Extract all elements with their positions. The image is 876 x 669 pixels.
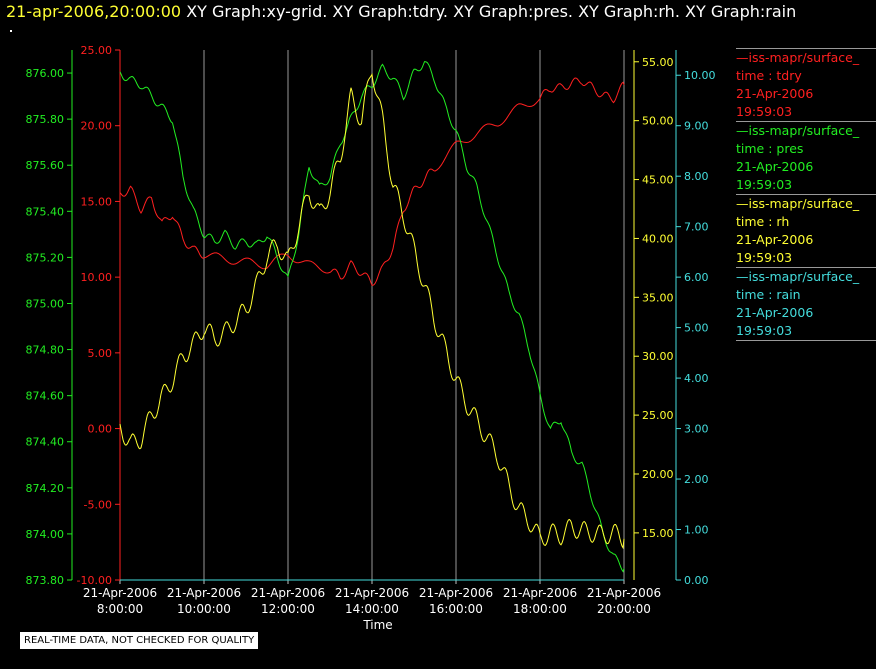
legend-entry-rh: —iss-mapr/surface_ time : rh 21-Apr-2006…: [736, 194, 876, 267]
pres-axis-tick-label: 874.00: [26, 528, 65, 541]
x-tick-label-time: 16:00:00: [429, 602, 483, 616]
pres-axis-tick-label: 873.80: [26, 574, 65, 587]
title-graphs: XY Graph:xy-grid. XY Graph:tdry. XY Grap…: [186, 2, 797, 21]
legend-time: 19:59:03: [736, 323, 793, 338]
rh-axis-tick-label: 15.00: [642, 527, 674, 540]
rain-axis-tick-label: 6.00: [684, 271, 709, 284]
rh-axis-tick-label: 45.00: [642, 174, 674, 187]
title-dot: [10, 30, 12, 32]
pres-axis-tick-label: 875.20: [26, 251, 65, 264]
tdry-axis-tick-label: 25.00: [81, 44, 113, 57]
x-tick-label-date: 21-Apr-2006: [335, 586, 409, 600]
x-axis-label: Time: [362, 618, 392, 632]
legend-entry-tdry: —iss-mapr/surface_ time : tdry 21-Apr-20…: [736, 48, 876, 121]
rh-axis-tick-label: 40.00: [642, 232, 674, 245]
x-tick-label-time: 20:00:00: [597, 602, 651, 616]
legend-series-name: —iss-mapr/surface_: [736, 196, 860, 211]
x-tick-label-date: 21-Apr-2006: [83, 586, 157, 600]
x-tick-label-time: 18:00:00: [513, 602, 567, 616]
x-tick-label-time: 10:00:00: [177, 602, 231, 616]
pres-axis-tick-label: 875.60: [26, 159, 65, 172]
pres-axis-tick-label: 875.00: [26, 297, 65, 310]
tdry-axis-tick-label: -10.00: [77, 574, 112, 587]
x-tick-label-time: 12:00:00: [261, 602, 315, 616]
quality-disclaimer: REAL-TIME DATA, NOT CHECKED FOR QUALITY: [20, 632, 259, 649]
legend-date: 21-Apr-2006: [736, 305, 814, 320]
x-tick-label-date: 21-Apr-2006: [503, 586, 577, 600]
rh-axis-tick-label: 50.00: [642, 115, 674, 128]
pres-axis-tick-label: 875.80: [26, 113, 65, 126]
pres-axis-tick-label: 874.80: [26, 344, 65, 357]
rain-axis-tick-label: 5.00: [684, 322, 709, 335]
tdry-axis-tick-label: 0.00: [88, 423, 113, 436]
rain-axis-tick-label: 8.00: [684, 170, 709, 183]
legend-time: 19:59:03: [736, 177, 793, 192]
rain-axis-tick-label: 7.00: [684, 221, 709, 234]
legend-field: time : rain: [736, 287, 801, 302]
pres-axis-tick-label: 875.40: [26, 205, 65, 218]
legend-field: time : pres: [736, 141, 804, 156]
rain-axis-tick-label: 9.00: [684, 120, 709, 133]
legend-series-name: —iss-mapr/surface_: [736, 123, 860, 138]
tdry-axis-tick-label: -5.00: [84, 498, 112, 511]
x-tick-label-date: 21-Apr-2006: [167, 586, 241, 600]
series-line-pres: [119, 61, 625, 573]
chart-title: 21-apr-2006,20:00:00 XY Graph:xy-grid. X…: [6, 2, 796, 21]
legend-field: time : tdry: [736, 68, 802, 83]
legend-entry-rain: —iss-mapr/surface_ time : rain 21-Apr-20…: [736, 267, 876, 341]
legend-series-name: —iss-mapr/surface_: [736, 50, 860, 65]
rain-axis-tick-label: 0.00: [684, 574, 709, 587]
tdry-axis-tick-label: 15.00: [81, 195, 113, 208]
rh-axis-tick-label: 30.00: [642, 350, 674, 363]
pres-axis-tick-label: 876.00: [26, 67, 65, 80]
tdry-axis-tick-label: 10.00: [81, 271, 113, 284]
pres-axis-tick-label: 874.40: [26, 436, 65, 449]
rain-axis-tick-label: 4.00: [684, 372, 709, 385]
x-tick-label-time: 14:00:00: [345, 602, 399, 616]
x-tick-label-date: 21-Apr-2006: [587, 586, 661, 600]
x-tick-label-date: 21-Apr-2006: [419, 586, 493, 600]
title-datetime: 21-apr-2006,20:00:00: [6, 2, 182, 21]
rain-axis-tick-label: 2.00: [684, 473, 709, 486]
legend-entry-pres: —iss-mapr/surface_ time : pres 21-Apr-20…: [736, 121, 876, 194]
legend-date: 21-Apr-2006: [736, 232, 814, 247]
rh-axis-tick-label: 35.00: [642, 291, 674, 304]
rain-axis-tick-label: 10.00: [684, 69, 716, 82]
tdry-axis-tick-label: 5.00: [88, 347, 113, 360]
legend-time: 19:59:03: [736, 250, 793, 265]
legend-date: 21-Apr-2006: [736, 86, 814, 101]
rh-axis-tick-label: 20.00: [642, 468, 674, 481]
rain-axis-tick-label: 1.00: [684, 524, 709, 537]
series-line-rh: [119, 72, 625, 550]
legend-field: time : rh: [736, 214, 790, 229]
rh-axis-tick-label: 25.00: [642, 409, 674, 422]
legend-time: 19:59:03: [736, 104, 793, 119]
rh-axis-tick-label: 55.00: [642, 56, 674, 69]
legend: —iss-mapr/surface_ time : tdry 21-Apr-20…: [736, 48, 876, 341]
legend-series-name: —iss-mapr/surface_: [736, 269, 860, 284]
x-tick-label-date: 21-Apr-2006: [251, 586, 325, 600]
legend-date: 21-Apr-2006: [736, 159, 814, 174]
series-line-tdry: [119, 77, 625, 286]
pres-axis-tick-label: 874.60: [26, 390, 65, 403]
tdry-axis-tick-label: 20.00: [81, 120, 113, 133]
x-tick-label-time: 8:00:00: [97, 602, 143, 616]
rain-axis-tick-label: 3.00: [684, 423, 709, 436]
pres-axis-tick-label: 874.20: [26, 482, 65, 495]
